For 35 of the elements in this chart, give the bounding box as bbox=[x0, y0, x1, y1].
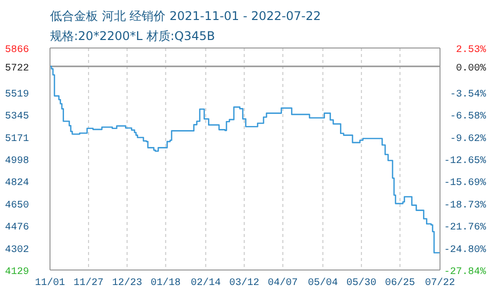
y2-tick-label: -3.54% bbox=[450, 89, 486, 100]
y2-tick-label: -9.62% bbox=[450, 134, 486, 145]
y2-tick-label: -6.58% bbox=[450, 112, 486, 123]
y2-tick-label: -15.69% bbox=[444, 178, 486, 190]
y2-tick-label: 0.00% bbox=[456, 63, 486, 74]
x-tick-label: 03/12 bbox=[229, 277, 260, 290]
x-tick-label: 06/25 bbox=[384, 277, 415, 290]
y-tick-label: 5866 bbox=[5, 45, 30, 56]
y2-tick-label: -24.80% bbox=[444, 244, 486, 256]
y2-tick-label: -12.65% bbox=[444, 156, 486, 167]
x-tick-label: 04/07 bbox=[268, 277, 298, 290]
x-tick-label: 12/23 bbox=[112, 277, 142, 290]
y-tick-label: 4129 bbox=[5, 267, 30, 278]
x-tick-label: 01/18 bbox=[150, 277, 181, 290]
y2-tick-label: -27.84% bbox=[444, 267, 486, 278]
y-tick-label: 4476 bbox=[5, 222, 30, 234]
x-tick-label: 07/22 bbox=[424, 277, 456, 290]
x-tick-label: 05/30 bbox=[346, 277, 376, 290]
chart-subtitle: 规格:20*2200*L 材质:Q345B bbox=[50, 28, 215, 45]
y-tick-label: 5171 bbox=[5, 134, 30, 145]
x-tick-label: 02/14 bbox=[190, 277, 221, 290]
y-tick-label: 5519 bbox=[5, 89, 30, 100]
y2-tick-label: -21.76% bbox=[444, 222, 486, 234]
y-tick-label: 5722 bbox=[5, 63, 30, 74]
x-tick-label: 05/04 bbox=[308, 277, 338, 290]
y2-tick-label: -18.73% bbox=[444, 200, 486, 212]
y-tick-label: 4302 bbox=[5, 244, 30, 256]
y-tick-label: 4998 bbox=[5, 156, 30, 167]
chart-title: 低合金板 河北 经销价 2021-11-01 - 2022-07-22 bbox=[50, 8, 321, 25]
y2-tick-label: 2.53% bbox=[456, 45, 486, 56]
y-tick-label: 5345 bbox=[5, 112, 30, 123]
x-tick-label: 11/27 bbox=[74, 277, 104, 290]
y-tick-label: 4650 bbox=[5, 200, 30, 212]
x-tick-label: 11/01 bbox=[34, 277, 66, 290]
y-tick-label: 4824 bbox=[5, 178, 30, 190]
